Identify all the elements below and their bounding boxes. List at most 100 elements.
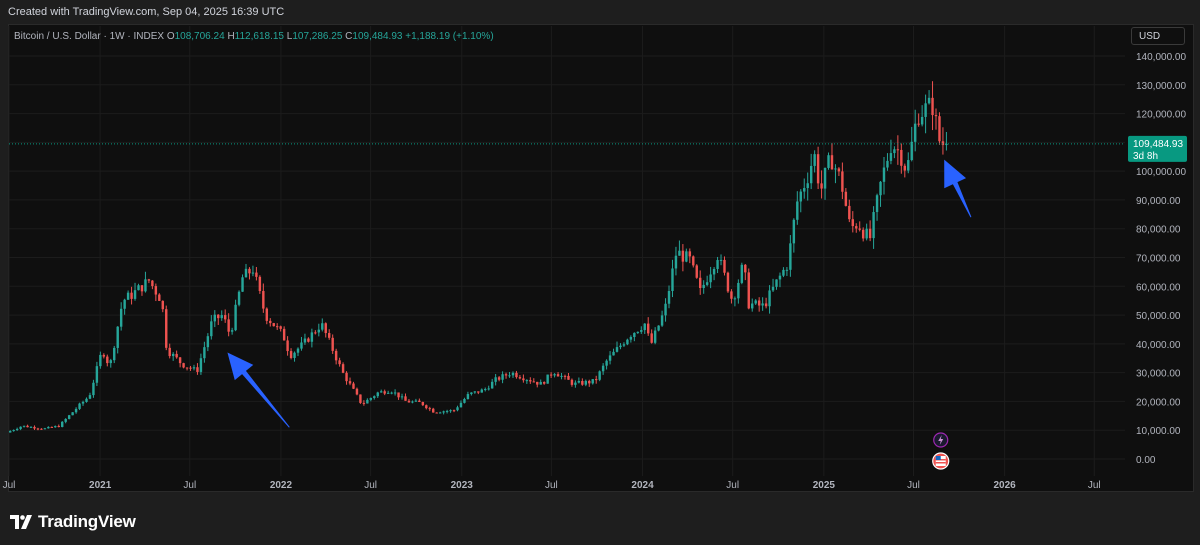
candle-up — [241, 277, 244, 292]
candle-down — [532, 381, 536, 383]
candle-up — [494, 377, 497, 382]
candle-down — [151, 280, 154, 287]
grid-lines — [8, 26, 1125, 476]
tradingview-logo[interactable]: TradingView — [10, 512, 136, 532]
candle-down — [820, 183, 823, 189]
change-value: +1,188.19 (+1.10%) — [405, 31, 494, 42]
candle-up — [653, 330, 657, 343]
candle-down — [196, 367, 199, 372]
candle-up — [789, 243, 792, 270]
x-tick-label: Jul — [726, 480, 739, 491]
candle-down — [286, 340, 289, 352]
candle-up — [71, 412, 74, 416]
candle-up — [244, 268, 248, 278]
candle-up — [303, 338, 307, 343]
time-axis[interactable]: Jul 2021 Jul 2022 Jul 2023 Jul 2024 Jul 2025 Jul 20… — [3, 480, 1101, 491]
candle-up — [809, 165, 813, 184]
candle-up — [470, 392, 473, 395]
candle-down — [418, 400, 421, 403]
candle-up — [9, 431, 12, 433]
symbol-name: Bitcoin / U.S. Dollar · 1W · INDEX — [14, 31, 165, 42]
candle-down — [397, 392, 400, 398]
candle-down — [314, 332, 317, 334]
candle-up — [712, 268, 716, 275]
close-value: 109,484.93 — [352, 31, 403, 42]
x-tick-label: 2023 — [451, 480, 474, 491]
candle-down — [324, 323, 327, 334]
y-tick-label: 10,000.00 — [1136, 426, 1181, 437]
candle-down — [102, 354, 106, 357]
candle-down — [938, 116, 941, 142]
candle-up — [709, 274, 712, 283]
candle-down — [726, 272, 730, 292]
candle-down — [941, 141, 945, 146]
candle-up — [369, 397, 373, 400]
candle-up — [622, 344, 626, 346]
candle-up — [803, 188, 806, 192]
candle-up — [927, 97, 931, 104]
footer-bar — [0, 492, 1200, 545]
candle-up — [386, 392, 390, 394]
candle-down — [432, 408, 435, 413]
candle-up — [525, 380, 529, 382]
candle-up — [43, 428, 47, 430]
candle-down — [262, 291, 265, 309]
candle-up — [85, 398, 88, 402]
candle-down — [515, 372, 518, 378]
candle-up — [702, 284, 705, 289]
candle-up — [19, 426, 22, 429]
candle-up — [716, 260, 719, 269]
candle-up — [88, 395, 92, 399]
candle-down — [452, 410, 456, 412]
candle-up — [799, 191, 802, 202]
candle-down — [556, 374, 560, 377]
candle-up — [54, 426, 57, 428]
candle-down — [695, 265, 698, 278]
candle-up — [664, 303, 667, 316]
candle-up — [137, 285, 140, 291]
y-tick-label: 30,000.00 — [1136, 369, 1181, 380]
candle-up — [751, 303, 754, 309]
candle-up — [643, 323, 646, 331]
candle-up — [203, 347, 206, 359]
candle-up — [508, 375, 511, 377]
candle-up — [907, 160, 910, 171]
x-tick-label: Jul — [907, 480, 920, 491]
candle-down — [757, 300, 761, 306]
high-label: H — [227, 31, 235, 42]
candle-down — [570, 379, 574, 385]
currency-button[interactable]: USD — [1131, 27, 1185, 45]
candle-up — [626, 339, 629, 345]
candle-down — [338, 360, 341, 365]
price-tag-value: 109,484.93 — [1133, 139, 1183, 150]
candle-down — [269, 320, 272, 324]
candle-up — [605, 360, 608, 366]
candle-up — [449, 410, 452, 412]
candle-down — [861, 229, 865, 239]
candle-up — [192, 367, 196, 369]
candle-down — [57, 426, 60, 428]
candle-down — [542, 382, 546, 384]
candle-down — [723, 259, 726, 273]
x-tick-label: Jul — [1088, 480, 1101, 491]
candle-down — [178, 357, 182, 364]
created-with-text: Created with TradingView.com, Sep 04, 20… — [8, 6, 285, 18]
candle-down — [917, 123, 920, 125]
price-axis[interactable]: 140,000.00130,000.00120,000.00110,000.00… — [1136, 52, 1186, 466]
candle-down — [182, 363, 185, 368]
candle-up — [64, 418, 67, 422]
candle-up — [553, 374, 556, 376]
candle-down — [185, 367, 189, 369]
candle-up — [913, 123, 917, 142]
candle-down — [522, 378, 525, 381]
candle-up — [199, 358, 203, 372]
candle-down — [529, 380, 532, 382]
candle-up — [220, 315, 223, 319]
low-label: L — [286, 31, 293, 42]
candle-up — [459, 402, 463, 408]
candle-down — [33, 426, 36, 429]
candle-down — [421, 402, 425, 406]
candle-down — [404, 396, 407, 401]
candle-up — [612, 351, 615, 356]
